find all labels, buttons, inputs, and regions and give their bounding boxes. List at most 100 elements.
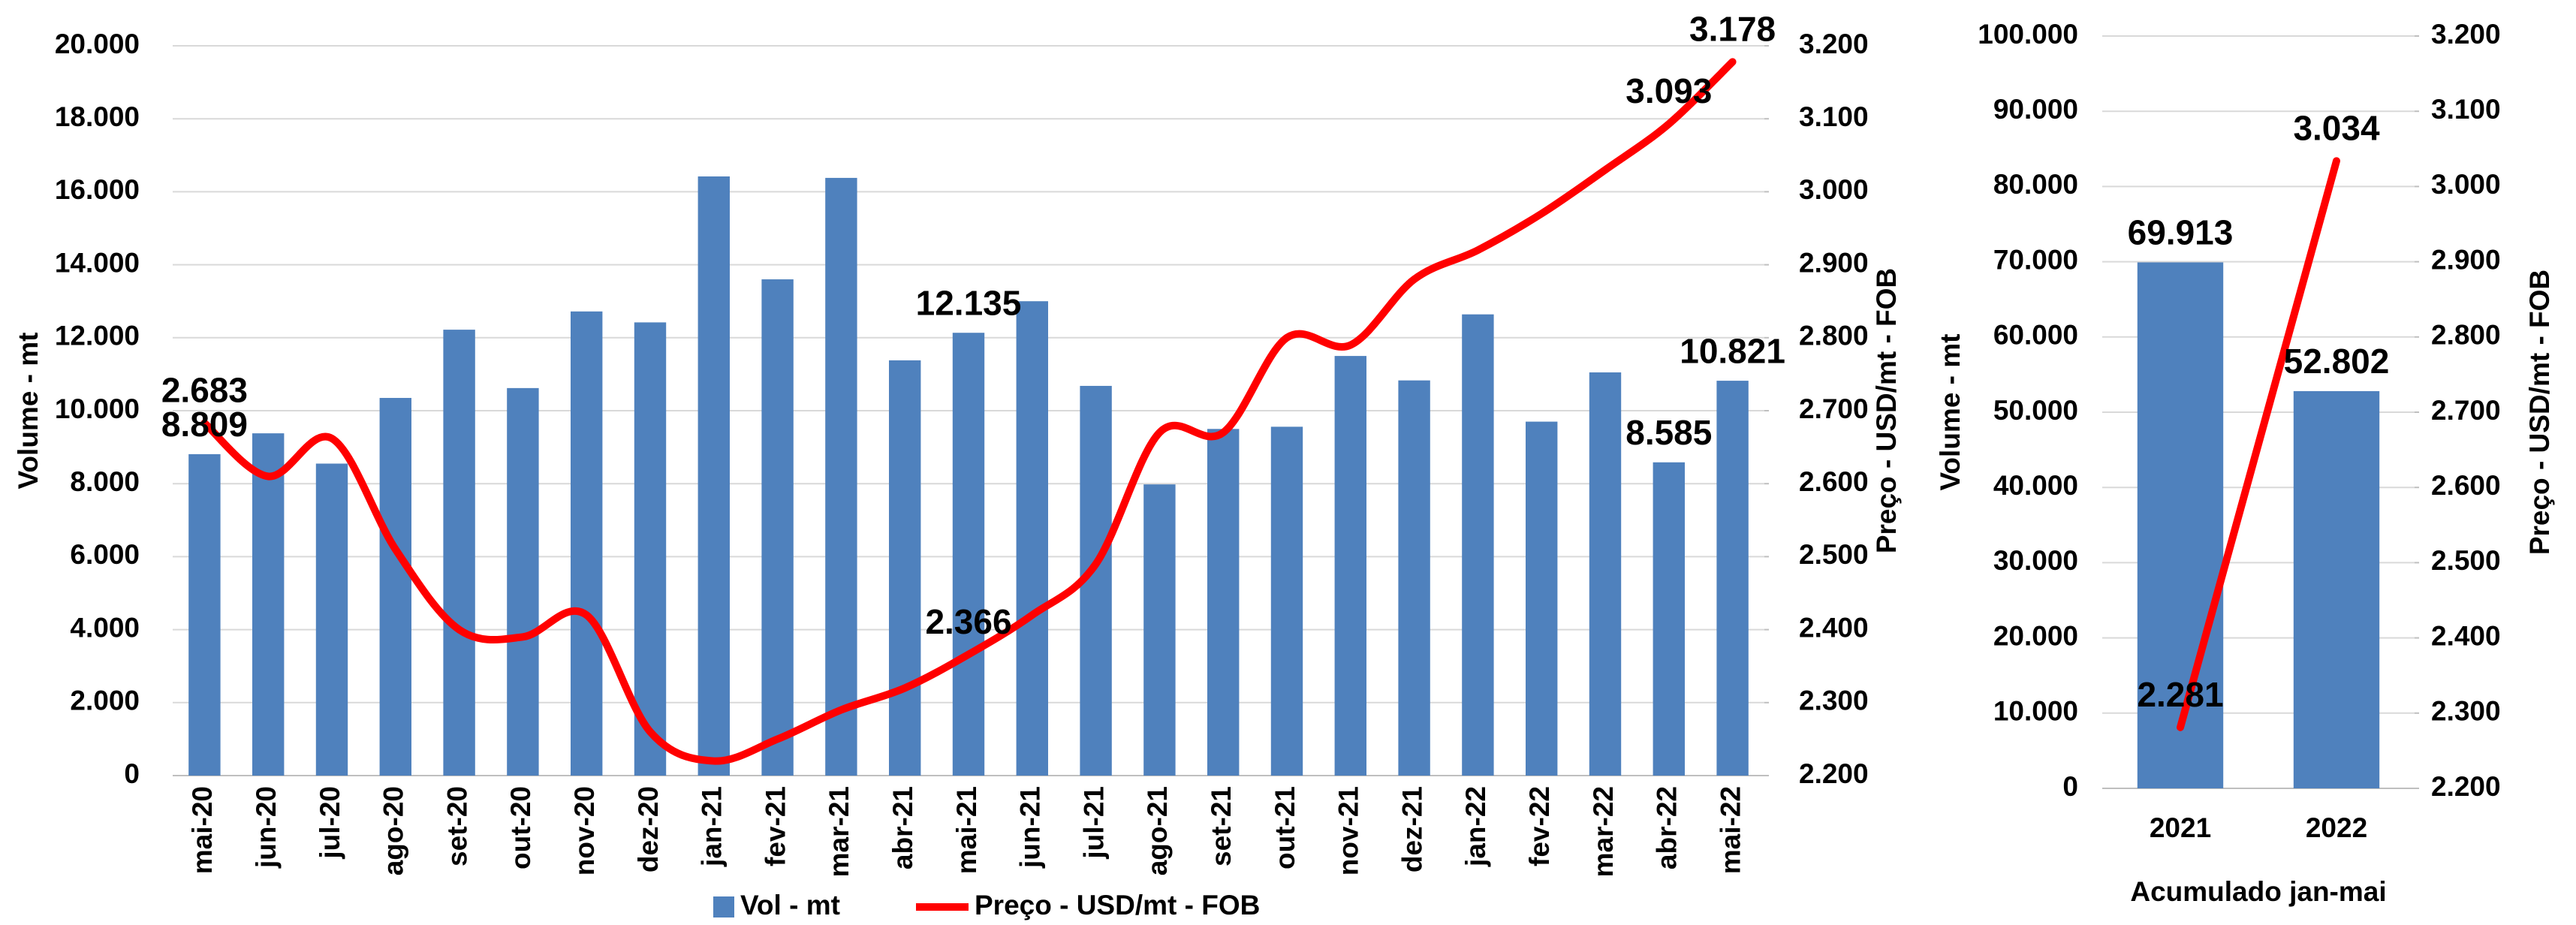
x-tick-label: ago-20 bbox=[378, 786, 409, 875]
y2-tick-label: 2.500 bbox=[2431, 545, 2501, 576]
x-tick-label: mai-21 bbox=[951, 786, 982, 874]
bar bbox=[634, 322, 667, 776]
price-line bbox=[200, 58, 1737, 765]
x-tick-label: abr-21 bbox=[887, 786, 918, 869]
data-label: 10.821 bbox=[1680, 331, 1785, 370]
y-tick-label: 10.000 bbox=[55, 393, 140, 424]
bar bbox=[1143, 484, 1176, 776]
legend-swatch bbox=[713, 896, 734, 917]
data-label: 3.034 bbox=[2293, 108, 2380, 147]
x-axis-title: Acumulado jan-mai bbox=[2130, 876, 2386, 907]
bar bbox=[1462, 314, 1494, 776]
bar bbox=[697, 176, 730, 776]
y2-tick-label: 2.900 bbox=[1799, 247, 1869, 278]
bar bbox=[379, 397, 411, 776]
bar bbox=[1653, 462, 1685, 776]
data-label: 2.366 bbox=[925, 602, 1011, 641]
y-tick-label: 4.000 bbox=[70, 612, 140, 643]
y2-axis-title: Preço - USD/mt - FOB bbox=[2524, 270, 2555, 555]
y-tick-label: 100.000 bbox=[1978, 19, 2078, 50]
y2-tick-label: 2.800 bbox=[2431, 320, 2501, 351]
y-tick-label: 90.000 bbox=[1993, 94, 2078, 125]
bar bbox=[1398, 380, 1430, 776]
x-tick-label: dez-20 bbox=[633, 786, 664, 872]
bar bbox=[315, 463, 348, 776]
y-tick-label: 16.000 bbox=[55, 174, 140, 205]
y-tick-label: 0 bbox=[2062, 771, 2078, 802]
legend-label: Preço - USD/mt - FOB bbox=[975, 890, 1260, 920]
y-tick-label: 30.000 bbox=[1993, 545, 2078, 576]
x-tick-label: fev-21 bbox=[760, 786, 791, 866]
y-tick-label: 10.000 bbox=[1993, 696, 2078, 727]
x-tick-label: mai-22 bbox=[1715, 786, 1746, 874]
y2-tick-label: 2.400 bbox=[1799, 612, 1869, 643]
y2-tick-label: 2.400 bbox=[2431, 620, 2501, 651]
x-tick-label: fev-22 bbox=[1524, 786, 1555, 866]
bar bbox=[2137, 262, 2224, 788]
y-tick-label: 20.000 bbox=[55, 29, 140, 59]
bar bbox=[1716, 381, 1749, 776]
bar bbox=[507, 387, 539, 776]
bar bbox=[252, 433, 285, 776]
x-tick-label: out-20 bbox=[505, 786, 536, 869]
y2-tick-label: 2.500 bbox=[1799, 539, 1869, 570]
y-axis-title: Volume - mt bbox=[1935, 334, 1966, 491]
x-tick-label: ago-21 bbox=[1142, 786, 1173, 875]
y2-tick-label: 2.200 bbox=[2431, 771, 2501, 802]
y-tick-label: 18.000 bbox=[55, 101, 140, 132]
data-label: 69.913 bbox=[2128, 213, 2234, 252]
bar bbox=[1589, 372, 1622, 776]
data-label: 3.093 bbox=[1625, 71, 1712, 110]
y-tick-label: 0 bbox=[124, 758, 140, 789]
y-tick-label: 14.000 bbox=[55, 247, 140, 278]
x-tick-label: mar-22 bbox=[1588, 786, 1619, 877]
data-label: 2.281 bbox=[2137, 675, 2223, 714]
bar bbox=[188, 453, 221, 776]
bar bbox=[1207, 429, 1240, 776]
y-tick-label: 40.000 bbox=[1993, 470, 2078, 501]
x-tick-label: 2022 bbox=[2306, 812, 2367, 843]
y-axis-title: Volume - mt bbox=[13, 333, 44, 490]
y2-tick-label: 3.200 bbox=[2431, 19, 2501, 50]
data-label: 3.178 bbox=[1689, 10, 1776, 49]
x-tick-label: jun-20 bbox=[251, 786, 282, 869]
data-label: 52.802 bbox=[2284, 342, 2390, 381]
bar bbox=[1526, 421, 1558, 776]
x-tick-label: set-20 bbox=[441, 786, 472, 866]
y2-tick-label: 2.200 bbox=[1799, 758, 1869, 789]
legend-label: Vol - mt bbox=[740, 890, 840, 920]
y2-tick-label: 2.700 bbox=[1799, 393, 1869, 424]
x-tick-label: jan-22 bbox=[1460, 786, 1491, 867]
y-tick-label: 50.000 bbox=[1993, 395, 2078, 426]
x-tick-label: out-21 bbox=[1270, 786, 1300, 869]
x-tick-label: abr-22 bbox=[1652, 786, 1683, 869]
x-tick-label: jul-21 bbox=[1078, 786, 1109, 860]
y-tick-label: 80.000 bbox=[1993, 169, 2078, 200]
data-label: 2.683 bbox=[161, 371, 248, 410]
y-tick-label: 2.000 bbox=[70, 685, 140, 716]
y2-tick-label: 3.100 bbox=[1799, 101, 1869, 132]
y-tick-label: 12.000 bbox=[55, 321, 140, 351]
y2-tick-label: 2.300 bbox=[1799, 685, 1869, 716]
price-line bbox=[2177, 157, 2340, 731]
x-tick-label: nov-20 bbox=[569, 786, 600, 875]
y-tick-label: 8.000 bbox=[70, 466, 140, 497]
x-tick-label: jan-21 bbox=[697, 786, 728, 867]
bar bbox=[825, 177, 857, 776]
x-tick-label: dez-21 bbox=[1396, 786, 1427, 872]
data-label: 8.809 bbox=[161, 405, 248, 444]
y2-tick-label: 3.000 bbox=[2431, 169, 2501, 200]
bar bbox=[952, 333, 985, 776]
x-tick-label: 2021 bbox=[2150, 812, 2211, 843]
y-tick-label: 70.000 bbox=[1993, 244, 2078, 275]
y-tick-label: 60.000 bbox=[1993, 320, 2078, 351]
y2-tick-label: 2.700 bbox=[2431, 395, 2501, 426]
x-tick-label: mar-21 bbox=[824, 786, 854, 877]
bar bbox=[1016, 301, 1048, 776]
data-label: 8.585 bbox=[1625, 413, 1712, 452]
x-tick-label: nov-21 bbox=[1333, 786, 1364, 875]
x-tick-label: jun-21 bbox=[1015, 786, 1046, 869]
y2-tick-label: 2.900 bbox=[2431, 244, 2501, 275]
